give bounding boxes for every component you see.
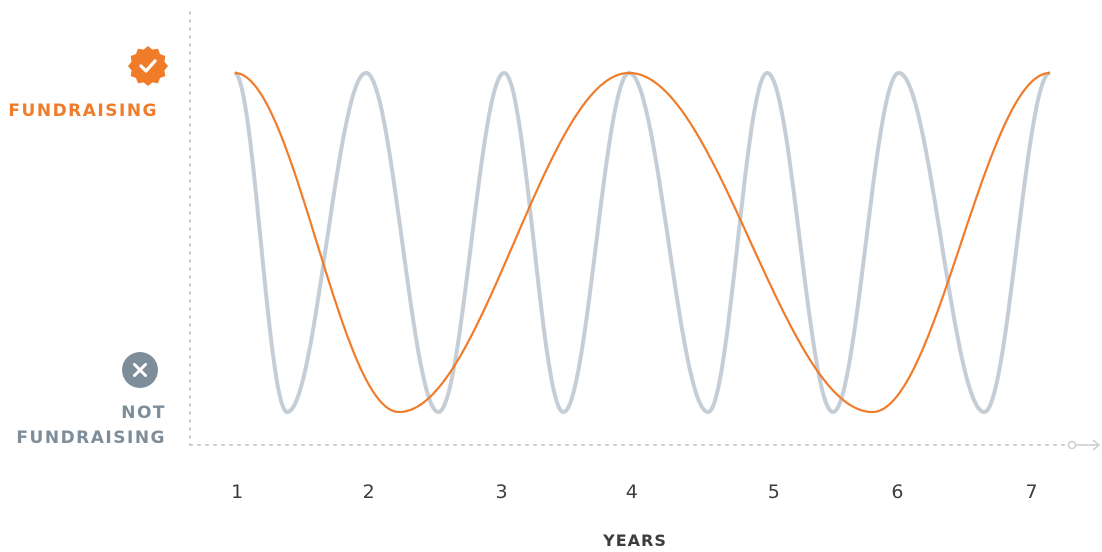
y-label-not-fundraising-line2: FUNDRAISING <box>16 428 166 448</box>
x-tick-label: 7 <box>1026 481 1038 503</box>
x-tick-label: 2 <box>363 481 375 503</box>
y-label-fundraising: FUNDRAISING <box>8 101 158 121</box>
series-line-fundraising <box>234 71 1051 414</box>
x-circle-icon <box>122 352 158 388</box>
x-tick-label: 3 <box>496 481 508 503</box>
check-badge-icon <box>128 46 168 86</box>
x-axis-title: YEARS <box>602 531 667 550</box>
x-tick-label: 4 <box>626 481 638 503</box>
x-axis-arrow <box>1067 439 1101 451</box>
y-label-not-fundraising: NOT FUNDRAISING <box>0 401 166 451</box>
y-label-not-fundraising-line1: NOT <box>121 403 166 423</box>
x-tick-label: 1 <box>231 481 243 503</box>
x-tick-label: 6 <box>891 481 903 503</box>
x-tick-label: 5 <box>768 481 780 503</box>
